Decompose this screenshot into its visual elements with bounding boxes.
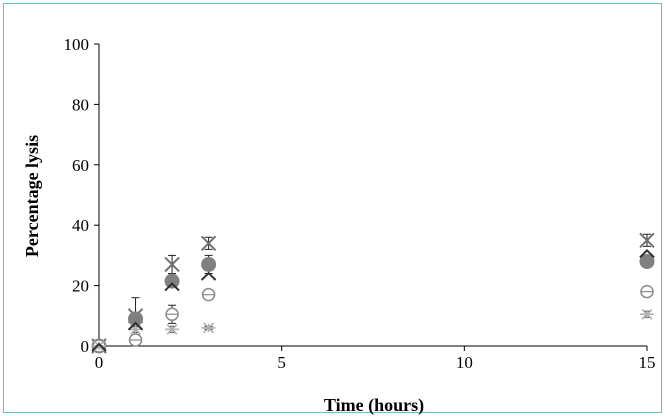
data-point: [165, 323, 180, 335]
data-point: [201, 287, 216, 302]
filled-circle-marker: [128, 311, 144, 327]
chevron-marker: [127, 321, 144, 331]
data-point: [164, 273, 180, 289]
y-axis-label: Percentage lysis: [22, 135, 42, 257]
filled-circle-marker: [201, 256, 217, 272]
data-point: [639, 232, 655, 249]
data-point: [639, 253, 655, 269]
series-chevron: [91, 248, 655, 352]
y-tick-label: 0: [81, 337, 90, 356]
y-tick-label: 20: [72, 277, 89, 296]
data-point: [640, 308, 654, 320]
chevron-marker: [639, 248, 655, 259]
filled-circle-marker: [164, 273, 180, 289]
filled-circle-marker: [639, 253, 655, 269]
data-point: [128, 311, 144, 327]
x-axis-label: Time (hours): [324, 395, 424, 416]
data-point: [128, 323, 143, 335]
x-tick-label: 0: [95, 353, 104, 372]
x-cross-stroke: [164, 256, 180, 273]
chevron-marker: [200, 271, 217, 281]
data-point: [164, 282, 180, 292]
x-tick-label: 5: [277, 353, 286, 372]
x-tick-label: 15: [639, 353, 656, 372]
data-point: [640, 284, 654, 299]
data-point: [127, 321, 144, 331]
data-point: [128, 333, 143, 347]
chevron-marker: [91, 342, 107, 352]
y-tick-label: 40: [72, 216, 89, 235]
data-point: [92, 340, 106, 352]
data-point: [201, 322, 216, 334]
chart-frame: [3, 3, 662, 413]
axes: [94, 43, 648, 351]
series-x-cross: [91, 232, 655, 354]
y-tick-label: 100: [64, 35, 90, 54]
series-circle-bar: [92, 284, 654, 353]
x-tick-label: 10: [456, 353, 473, 372]
data-point: [91, 342, 107, 352]
data-point: [639, 248, 655, 259]
x-cross-stroke: [639, 232, 655, 249]
data-point: [165, 307, 179, 322]
y-tick-label: 80: [72, 95, 89, 114]
tick-labels: 0 20 40 60 80 100 0 5 10 15: [64, 35, 656, 372]
data-point: [200, 271, 217, 281]
x-cross-stroke: [200, 235, 217, 252]
data-marks: [91, 232, 655, 354]
y-tick-label: 60: [72, 156, 89, 175]
data-point: [201, 256, 217, 272]
data-point: [164, 256, 180, 273]
data-point: [200, 235, 217, 252]
chevron-marker: [164, 282, 180, 292]
